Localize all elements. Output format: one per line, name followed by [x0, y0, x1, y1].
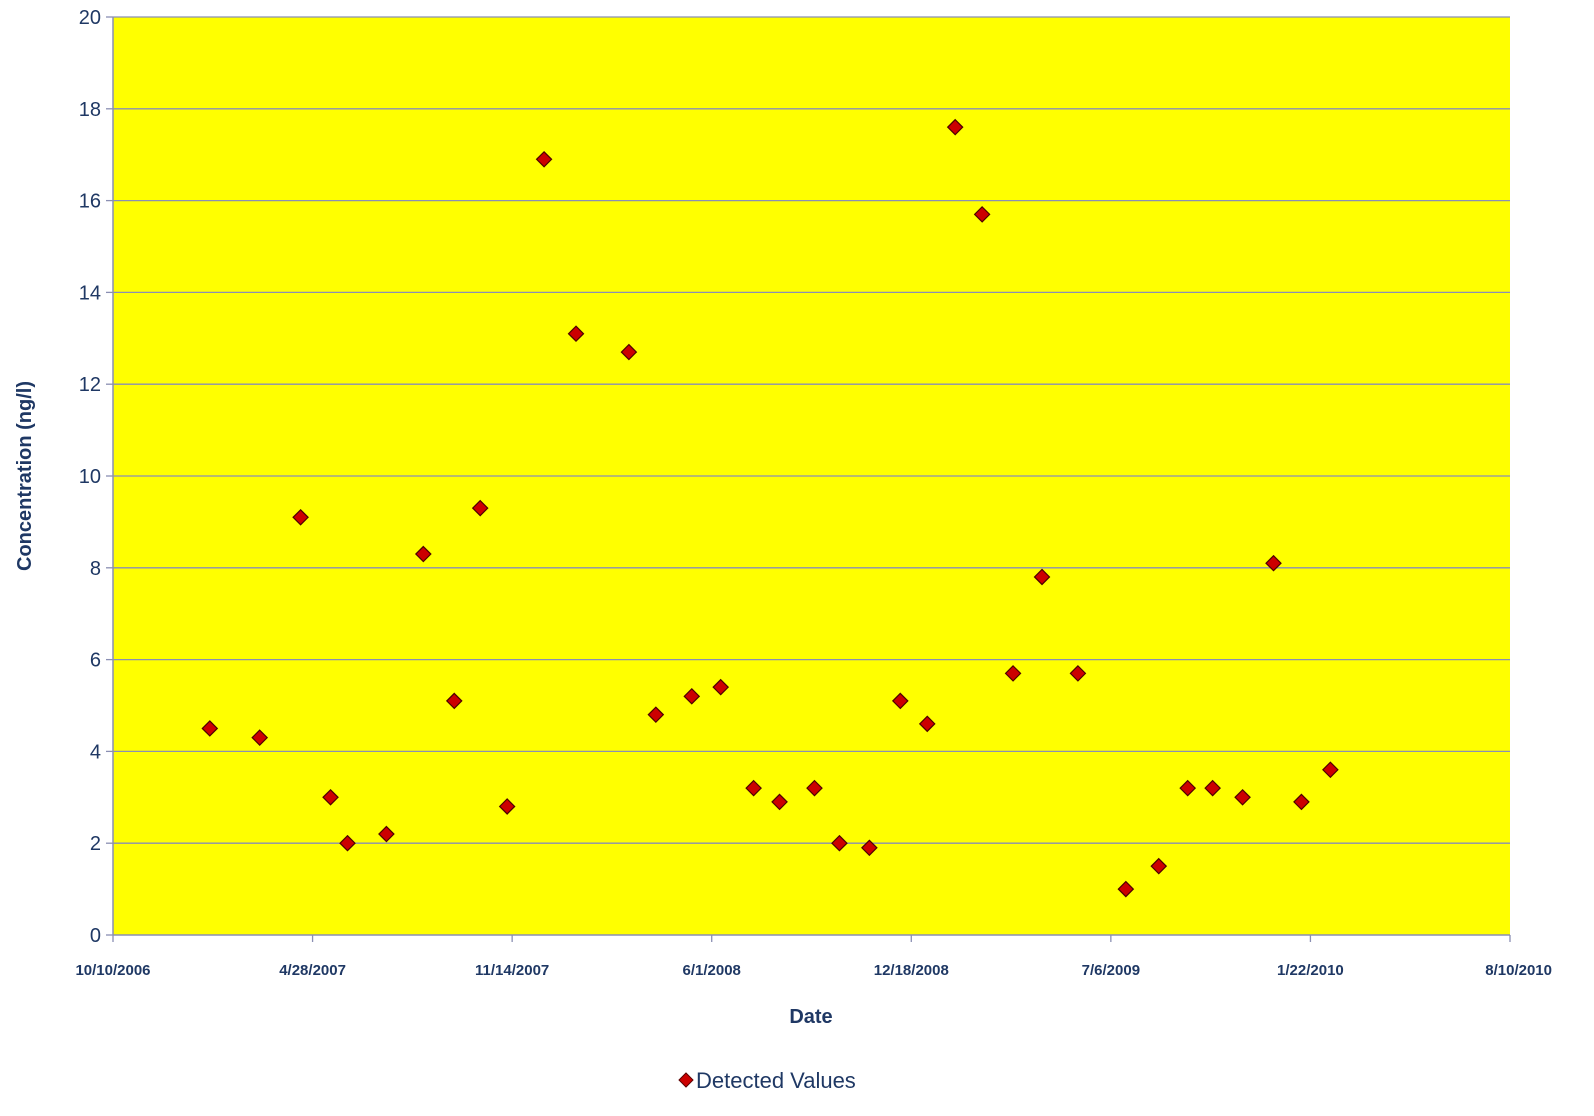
- data-point: [891, 692, 909, 710]
- data-point: [1033, 568, 1051, 586]
- data-point: [647, 706, 665, 724]
- data-point: [1265, 554, 1282, 572]
- axes: [106, 16, 1511, 942]
- x-axis-title: Date: [789, 1006, 832, 1028]
- y-tick-label: 14: [79, 282, 101, 304]
- y-tick-label: 12: [79, 374, 101, 396]
- data-point: [498, 798, 516, 815]
- y-tick-label: 16: [79, 191, 101, 213]
- data-points: [201, 118, 1339, 898]
- legend-marker-diamond: [678, 1072, 694, 1088]
- data-point: [745, 779, 762, 797]
- y-tick-label: 0: [90, 925, 101, 947]
- y-axis-title: Concentration (ng/l): [14, 381, 36, 571]
- data-point: [567, 325, 585, 343]
- data-point: [1150, 857, 1168, 875]
- data-point: [918, 715, 936, 733]
- x-tick-label: 4/28/2007: [279, 962, 346, 979]
- y-tick-label: 2: [90, 833, 101, 855]
- gridlines: [113, 16, 1510, 844]
- data-point: [946, 118, 964, 136]
- data-point: [973, 206, 991, 223]
- x-tick-labels: 10/10/2006 4/28/2007 11/14/2007 6/1/2008 12/…: [75, 962, 1552, 979]
- data-point: [1204, 779, 1221, 797]
- legend: Detected Values: [678, 1068, 856, 1093]
- data-point: [620, 343, 638, 361]
- y-tick-label: 8: [90, 558, 101, 580]
- y-tick-label: 6: [90, 650, 101, 672]
- y-tick-labels: 0 2 4 6 8 10 12 14 16 18 20: [79, 7, 101, 947]
- y-tick-label: 10: [79, 466, 101, 488]
- data-point: [1322, 761, 1339, 779]
- x-tick-label: 12/18/2008: [874, 962, 949, 979]
- data-point: [445, 692, 463, 710]
- data-point: [378, 825, 395, 843]
- data-point: [322, 788, 339, 806]
- x-tick-label: 8/10/2010: [1485, 962, 1552, 979]
- data-point: [712, 678, 730, 696]
- x-tick-label: 7/6/2009: [1082, 962, 1140, 979]
- data-point: [806, 779, 823, 797]
- data-point: [1004, 665, 1022, 682]
- data-point: [292, 508, 309, 526]
- data-point: [1069, 665, 1087, 682]
- data-point: [861, 839, 878, 857]
- data-point: [771, 793, 788, 811]
- x-tick-label: 10/10/2006: [75, 962, 150, 979]
- data-point: [1234, 788, 1251, 806]
- data-point: [251, 729, 269, 746]
- data-point: [831, 834, 848, 852]
- data-point: [1293, 793, 1310, 811]
- x-tick-label: 6/1/2008: [683, 962, 741, 979]
- x-tick-label: 1/22/2010: [1277, 962, 1344, 979]
- data-point: [201, 720, 219, 737]
- y-tick-label: 20: [79, 7, 101, 29]
- data-point: [535, 150, 553, 168]
- legend-label: Detected Values: [696, 1068, 856, 1093]
- y-tick-label: 18: [79, 99, 101, 121]
- x-tick-label: 11/14/2007: [475, 962, 549, 979]
- data-point: [1179, 779, 1197, 797]
- data-point: [414, 545, 432, 563]
- y-tick-label: 4: [90, 741, 101, 763]
- data-point: [1117, 880, 1135, 898]
- data-point: [683, 687, 701, 705]
- data-point: [339, 834, 356, 852]
- data-point: [471, 499, 489, 517]
